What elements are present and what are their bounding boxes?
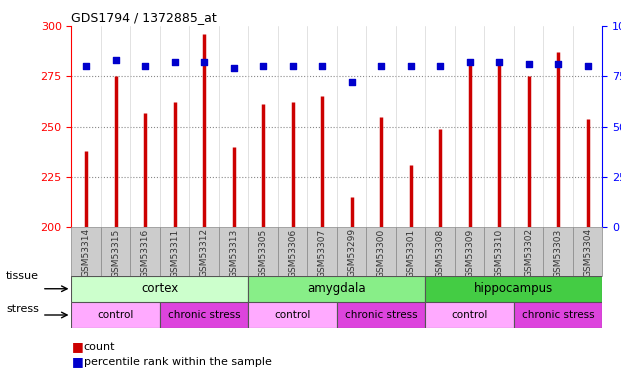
Text: ■: ■ [71, 356, 83, 368]
Bar [484, 227, 514, 276]
Text: GSM53316: GSM53316 [141, 228, 150, 278]
Bar [425, 276, 602, 302]
Text: GSM53310: GSM53310 [495, 228, 504, 278]
Text: amygdala: amygdala [307, 282, 366, 295]
Bar [573, 227, 602, 276]
Text: GSM53300: GSM53300 [377, 228, 386, 278]
Bar [248, 302, 337, 328]
Text: control: control [274, 310, 311, 320]
Text: GSM53303: GSM53303 [554, 228, 563, 278]
Point [81, 63, 91, 69]
Text: cortex: cortex [142, 282, 178, 295]
Bar [514, 302, 602, 328]
Text: ■: ■ [71, 340, 83, 353]
Point [258, 63, 268, 69]
Bar [248, 227, 278, 276]
Text: GSM53312: GSM53312 [200, 228, 209, 278]
Point [376, 63, 386, 69]
Text: GSM53306: GSM53306 [288, 228, 297, 278]
Bar [396, 227, 425, 276]
Point [111, 57, 120, 63]
Text: count: count [84, 342, 116, 352]
Text: GSM53308: GSM53308 [436, 228, 445, 278]
Point [465, 59, 474, 65]
Text: GSM53315: GSM53315 [111, 228, 120, 278]
Text: chronic stress: chronic stress [168, 310, 240, 320]
Text: GSM53307: GSM53307 [318, 228, 327, 278]
Bar [130, 227, 160, 276]
Text: percentile rank within the sample: percentile rank within the sample [84, 357, 272, 367]
Text: GSM53311: GSM53311 [170, 228, 179, 278]
Bar [248, 276, 425, 302]
Text: stress: stress [6, 304, 39, 314]
Bar [307, 227, 337, 276]
Text: GSM53305: GSM53305 [259, 228, 268, 278]
Text: GSM53314: GSM53314 [82, 228, 91, 278]
Text: GSM53313: GSM53313 [229, 228, 238, 278]
Bar [160, 302, 248, 328]
Text: tissue: tissue [6, 271, 39, 280]
Point [140, 63, 150, 69]
Point [288, 63, 297, 69]
Bar [278, 227, 307, 276]
Bar [71, 276, 248, 302]
Point [435, 63, 445, 69]
Bar [425, 302, 514, 328]
Bar [101, 227, 130, 276]
Bar [219, 227, 248, 276]
Text: control: control [451, 310, 488, 320]
Text: hippocampus: hippocampus [474, 282, 553, 295]
Point [494, 59, 504, 65]
Bar [455, 227, 484, 276]
Point [229, 65, 238, 71]
Bar [514, 227, 543, 276]
Point [199, 59, 209, 65]
Point [170, 59, 179, 65]
Bar [543, 227, 573, 276]
Text: chronic stress: chronic stress [522, 310, 594, 320]
Bar [337, 302, 425, 328]
Bar [160, 227, 189, 276]
Bar [366, 227, 396, 276]
Point [317, 63, 327, 69]
Text: GSM53304: GSM53304 [583, 228, 592, 278]
Text: chronic stress: chronic stress [345, 310, 417, 320]
Text: GSM53309: GSM53309 [465, 228, 474, 278]
Point [347, 80, 356, 86]
Text: GSM53301: GSM53301 [406, 228, 415, 278]
Text: GSM53302: GSM53302 [524, 228, 533, 278]
Point [524, 62, 533, 68]
Point [406, 63, 415, 69]
Bar [71, 302, 160, 328]
Bar [337, 227, 366, 276]
Bar [425, 227, 455, 276]
Point [553, 62, 563, 68]
Text: GDS1794 / 1372885_at: GDS1794 / 1372885_at [71, 11, 217, 24]
Text: control: control [97, 310, 134, 320]
Point [582, 63, 592, 69]
Bar [71, 227, 101, 276]
Text: GSM53299: GSM53299 [347, 228, 356, 278]
Bar [189, 227, 219, 276]
